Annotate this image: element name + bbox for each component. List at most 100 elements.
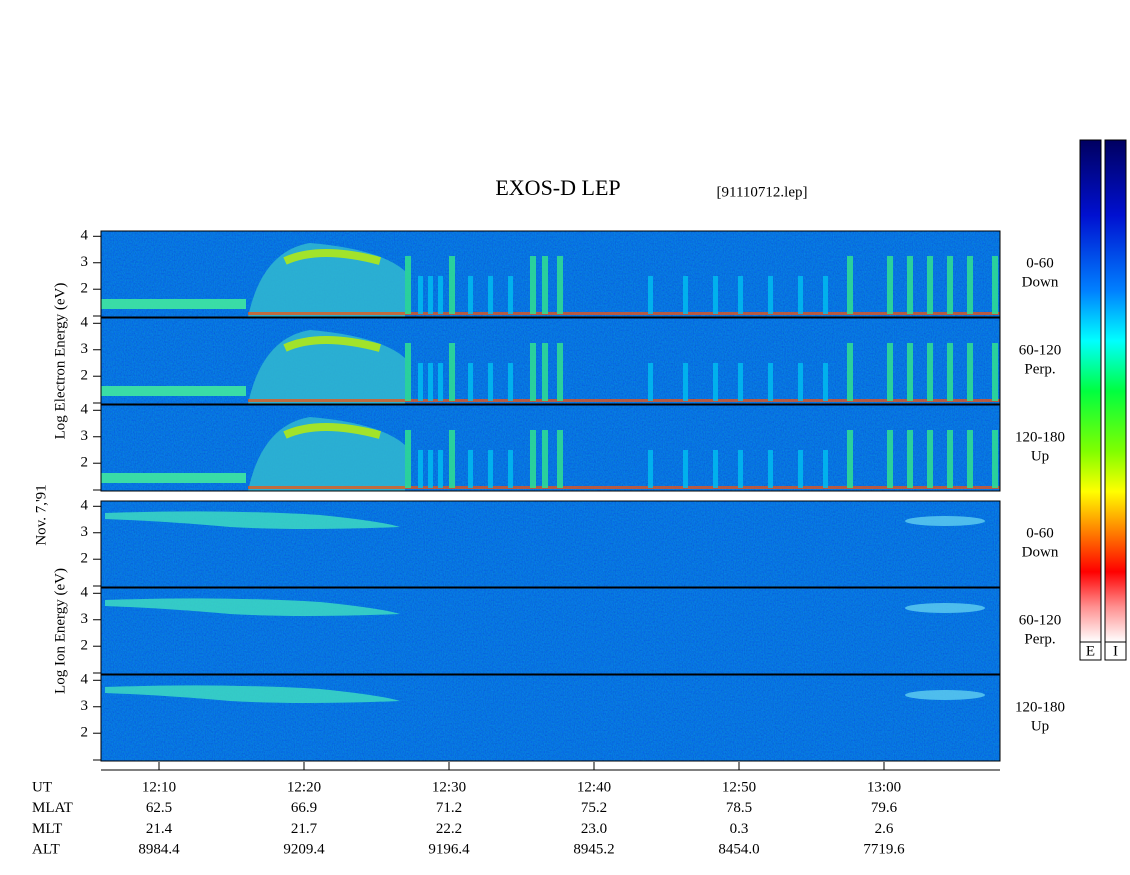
spectrogram-feature (905, 690, 985, 700)
spectrogram-burst (947, 343, 953, 401)
spectrogram-burst (798, 363, 803, 401)
panel-label: Down (1022, 274, 1059, 290)
panel-label: Perp. (1024, 361, 1055, 377)
spectrogram-burst (530, 430, 536, 488)
ephemeris-value: 78.5 (726, 800, 752, 816)
panel-frame (100, 500, 1001, 588)
panel-label: 0-60 (1026, 525, 1054, 541)
spectrogram-burst (768, 450, 773, 488)
spectrogram-burst (449, 343, 455, 401)
panel-frame (100, 404, 1001, 492)
date-label: Nov. 7,'91 (33, 484, 49, 545)
y-tick-label: 4 (81, 228, 89, 244)
panel-label: Perp. (1024, 631, 1055, 647)
ephemeris-value: 8454.0 (718, 842, 759, 858)
spectrogram-feature (105, 598, 400, 616)
spectrogram-band (248, 312, 1000, 315)
ephemeris-value: 71.2 (436, 800, 462, 816)
ephemeris-value: 8945.2 (573, 842, 614, 858)
panel-label: 60-120 (1019, 342, 1062, 358)
spectrogram-burst (468, 276, 473, 314)
ephemeris-value: 62.5 (146, 800, 172, 816)
spectrogram-burst (992, 256, 998, 314)
y-tick-label: 4 (81, 315, 89, 331)
spectrogram-feature (105, 685, 400, 703)
x-tick-label: 12:10 (142, 779, 176, 795)
spectrogram-burst (438, 450, 443, 488)
spectrogram-feature (105, 511, 400, 529)
ephemeris-label: MLAT (32, 800, 73, 816)
spectrogram-burst (428, 363, 433, 401)
spectrogram-feature (905, 516, 985, 526)
spectrogram-burst (542, 343, 548, 401)
y-tick-label: 3 (81, 341, 89, 357)
spectrogram-burst (648, 276, 653, 314)
spectrogram-burst (405, 256, 411, 314)
y-tick-label: 2 (81, 551, 89, 567)
spectrogram-feature (283, 423, 382, 439)
colorbar-label: I (1113, 643, 1118, 659)
panel-frame (100, 674, 1001, 762)
ephemeris-value: 66.9 (291, 800, 317, 816)
panel-frame (100, 317, 1001, 405)
panel-label: Up (1031, 448, 1049, 464)
colorbar-label-box (1079, 641, 1102, 661)
y-tick-label: 2 (81, 638, 89, 654)
spectrogram-burst (738, 276, 743, 314)
panel-label: Up (1031, 718, 1049, 734)
spectrogram-burst (738, 450, 743, 488)
y-axis-title: Log Electron Energy (eV) (52, 283, 68, 440)
spectrogram-burst (927, 256, 933, 314)
spectrogram-burst (438, 363, 443, 401)
spectrogram-burst (530, 343, 536, 401)
spectrogram-burst (418, 450, 423, 488)
spectrogram-band (101, 299, 246, 309)
ephemeris-value: 9209.4 (283, 842, 325, 858)
spectrogram-burst (947, 430, 953, 488)
spectrogram-burst (847, 430, 853, 488)
spectrogram-burst (648, 450, 653, 488)
y-tick-label: 2 (81, 455, 89, 471)
ephemeris-value: 0.3 (730, 821, 749, 837)
x-tick-label: 12:30 (432, 779, 466, 795)
spectrogram-band (101, 473, 246, 483)
spectrogram-burst (468, 363, 473, 401)
ephemeris-value: 75.2 (581, 800, 607, 816)
y-tick-label: 3 (81, 524, 89, 540)
y-tick-label: 4 (81, 585, 89, 601)
ephemeris-value: 79.6 (871, 800, 898, 816)
spectrogram-burst (488, 276, 493, 314)
spectrogram-burst (992, 343, 998, 401)
spectrogram-burst (648, 363, 653, 401)
chart-title: EXOS-D LEP (495, 175, 620, 200)
spectrogram-burst (713, 363, 718, 401)
ephemeris-value: 9196.4 (428, 842, 470, 858)
spectrogram-burst (508, 450, 513, 488)
spectrogram-burst (823, 276, 828, 314)
spectrogram-burst (405, 343, 411, 401)
ephemeris-value: 2.6 (875, 821, 894, 837)
y-tick-label: 4 (81, 672, 89, 688)
spectrogram-feature (283, 249, 382, 265)
ephemeris-value: 8984.4 (138, 842, 180, 858)
spectrogram-band (248, 486, 1000, 489)
spectrogram-burst (683, 450, 688, 488)
spectrogram-burst (738, 363, 743, 401)
spectrogram-burst (418, 276, 423, 314)
panel-label: 120-180 (1015, 699, 1065, 715)
spectrogram-burst (488, 450, 493, 488)
spectrogram-burst (530, 256, 536, 314)
spectrogram-band (101, 386, 246, 396)
spectrogram-band (248, 399, 1000, 402)
spectrogram-burst (557, 430, 563, 488)
spectrogram-burst (418, 363, 423, 401)
ephemeris-value: 21.7 (291, 821, 318, 837)
spectrogram-burst (768, 363, 773, 401)
panel-label: 0-60 (1026, 255, 1054, 271)
ephemeris-label: UT (32, 779, 52, 795)
spectrogram-burst (542, 430, 548, 488)
spectrogram-burst (927, 430, 933, 488)
spectrogram-burst (428, 276, 433, 314)
